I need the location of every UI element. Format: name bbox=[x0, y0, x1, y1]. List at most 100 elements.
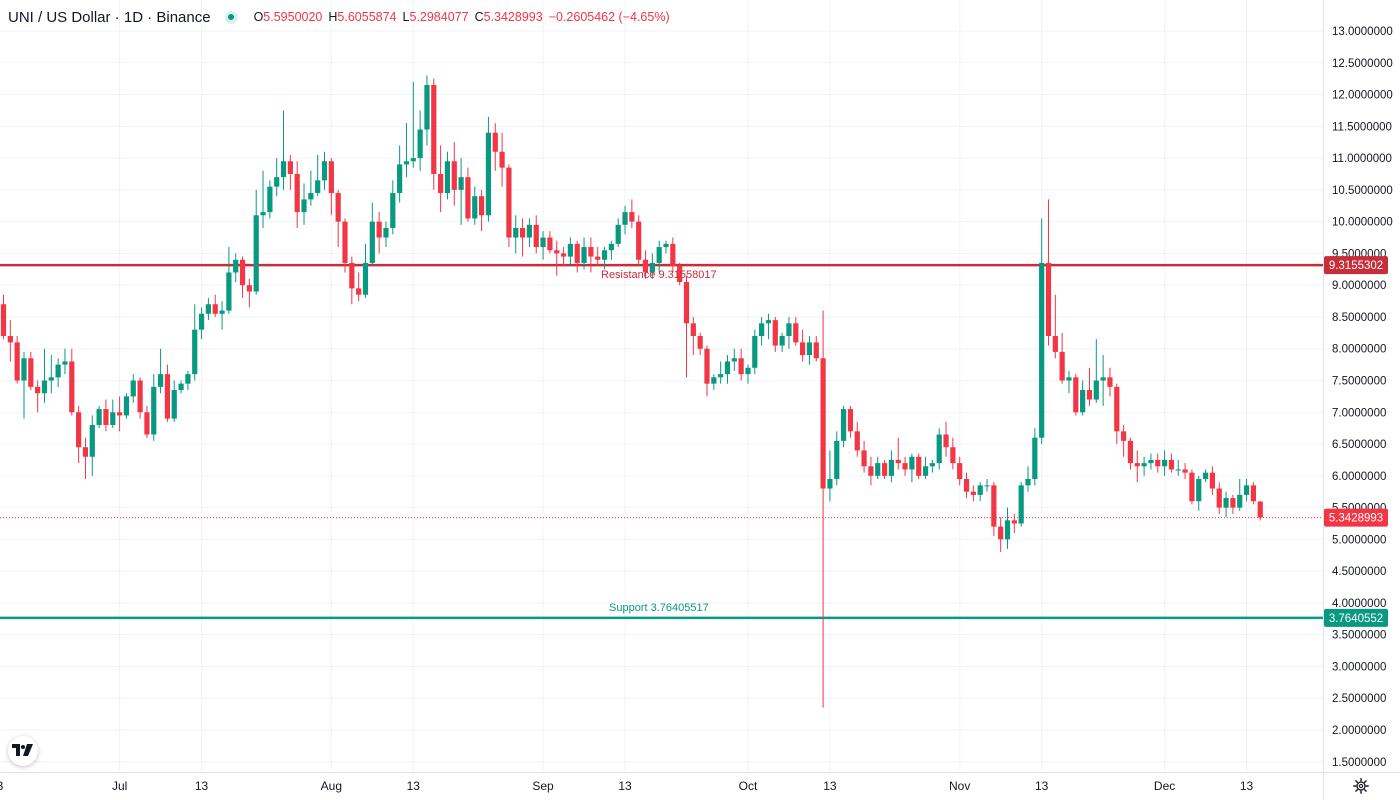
candle-body bbox=[35, 386, 41, 394]
candle-body bbox=[110, 412, 116, 425]
candle-body bbox=[458, 177, 464, 190]
candle-body bbox=[642, 259, 649, 273]
candle-body bbox=[957, 463, 963, 479]
candle-body bbox=[383, 227, 389, 238]
candle-body bbox=[287, 161, 293, 174]
candle-body bbox=[444, 161, 451, 194]
candle-body bbox=[226, 272, 232, 311]
candle-body bbox=[1086, 390, 1093, 400]
last-price-badge-bg bbox=[1324, 508, 1388, 527]
candle-body bbox=[704, 348, 710, 384]
candle-body bbox=[1209, 472, 1216, 489]
candle-body bbox=[1025, 478, 1031, 486]
candle-body bbox=[622, 212, 628, 225]
candle-body bbox=[376, 221, 382, 238]
candle-body bbox=[813, 342, 819, 359]
candle-body bbox=[1182, 469, 1188, 473]
candle-body bbox=[1223, 498, 1229, 508]
candle-body bbox=[1059, 351, 1065, 381]
candle-body bbox=[492, 132, 498, 152]
candle-body bbox=[595, 256, 601, 260]
candle-body bbox=[41, 380, 48, 394]
price-tick-label: 11.0000000 bbox=[1332, 153, 1392, 165]
candle-body bbox=[718, 374, 724, 378]
price-axis: 13.0000000 12.5000000 12.0000000 11.5000000… bbox=[1323, 0, 1393, 800]
candle-body bbox=[943, 434, 949, 448]
price-tick-label: 10.0000000 bbox=[1332, 217, 1393, 229]
last-price-badge: 5.3428993 bbox=[1329, 513, 1383, 525]
candle-body bbox=[1114, 386, 1120, 432]
candle-body bbox=[321, 161, 328, 181]
candle-body bbox=[192, 329, 198, 375]
time-tick-label: Jul bbox=[112, 779, 127, 793]
candle-body bbox=[1216, 488, 1222, 508]
candle-body bbox=[410, 158, 416, 162]
symbol-title[interactable]: UNI / US Dollar · 1D · Binance bbox=[8, 8, 211, 26]
candle-body bbox=[847, 409, 854, 432]
tradingview-logo-glyph bbox=[12, 744, 33, 756]
candle-body bbox=[1155, 459, 1161, 467]
candle-body bbox=[164, 374, 171, 419]
candle-body bbox=[274, 177, 280, 187]
candle-body bbox=[1052, 336, 1058, 352]
candle-body bbox=[519, 227, 526, 238]
candle-body bbox=[779, 336, 785, 346]
time-tick-label: 13 bbox=[0, 779, 4, 793]
chart-grid bbox=[0, 0, 1323, 772]
candle-body bbox=[806, 342, 813, 356]
candle-body bbox=[7, 336, 13, 343]
high-value: 5.6055874 bbox=[337, 10, 397, 24]
candle-body bbox=[690, 323, 696, 337]
candle-body bbox=[875, 463, 881, 476]
candle-body bbox=[267, 186, 273, 213]
price-tick-label: 7.5000000 bbox=[1332, 376, 1386, 388]
candle-body bbox=[1018, 485, 1024, 524]
candle-body bbox=[1202, 472, 1209, 479]
candle-body bbox=[424, 85, 430, 130]
candle-body bbox=[198, 313, 205, 330]
candle-body bbox=[711, 377, 717, 384]
price-tick-label: 3.0000000 bbox=[1332, 661, 1386, 673]
candle-body bbox=[485, 132, 492, 216]
candle-body bbox=[14, 342, 20, 381]
candle-body bbox=[0, 304, 7, 337]
candle-body bbox=[397, 164, 403, 194]
candle-body bbox=[834, 440, 840, 479]
candle-body bbox=[1257, 501, 1263, 518]
time-tick-label: 13 bbox=[1240, 779, 1254, 793]
candle-body bbox=[786, 323, 792, 337]
candle-body bbox=[581, 247, 587, 263]
candle-body bbox=[1189, 472, 1195, 502]
gear-glyph bbox=[1353, 778, 1369, 794]
candle-body bbox=[820, 358, 826, 489]
time-tick-label: 13 bbox=[823, 779, 837, 793]
price-tick-label: 1.5000000 bbox=[1332, 757, 1386, 769]
candle-body bbox=[1196, 478, 1202, 502]
candle-body bbox=[465, 177, 471, 219]
price-tick-label: 7.0000000 bbox=[1332, 407, 1386, 419]
candle-body bbox=[431, 85, 437, 174]
candle-body bbox=[670, 243, 676, 267]
candle-body bbox=[854, 431, 860, 451]
candle-body bbox=[656, 247, 662, 263]
candle-body bbox=[335, 193, 341, 222]
price-tick-label: 2.5000000 bbox=[1332, 693, 1386, 705]
low-value: 5.2984077 bbox=[409, 10, 469, 24]
gear-icon[interactable] bbox=[1352, 777, 1370, 795]
price-tick-label: 6.0000000 bbox=[1332, 471, 1386, 483]
price-tick-label: 8.0000000 bbox=[1332, 344, 1386, 356]
market-status-icon bbox=[224, 10, 238, 24]
candle-body bbox=[526, 224, 533, 238]
candle-body bbox=[560, 253, 567, 257]
candle-body bbox=[963, 478, 970, 492]
candle-body bbox=[62, 361, 68, 365]
candle-body bbox=[663, 243, 669, 248]
candle-body bbox=[888, 459, 894, 476]
candle-body bbox=[48, 377, 54, 381]
candle-body bbox=[362, 262, 369, 295]
candle-body bbox=[212, 304, 218, 314]
support-label: Support 3.76405517 bbox=[609, 602, 709, 614]
candle-body bbox=[479, 196, 485, 216]
tradingview-logo-icon[interactable] bbox=[8, 736, 38, 766]
